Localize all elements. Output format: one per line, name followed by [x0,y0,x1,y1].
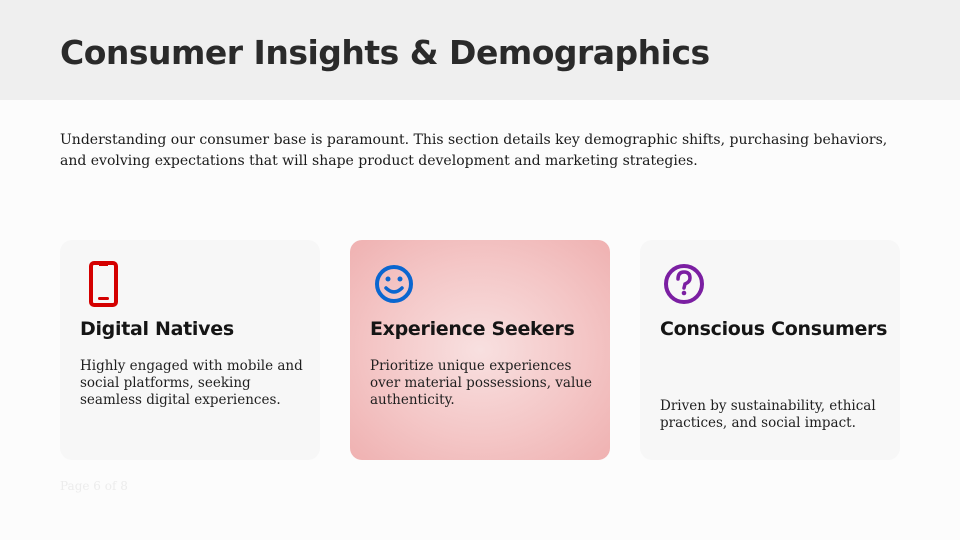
card-text: Prioritize unique experiences over mater… [370,358,592,408]
question-circle-icon [664,264,704,304]
card-digital-natives: Digital Natives Highly engaged with mobi… [60,240,320,460]
smiley-icon [375,265,413,303]
card-conscious-consumers: Conscious Consumers Driven by sustainabi… [640,240,900,460]
card-title: Experience Seekers [370,318,575,340]
card-title: Conscious Consumers [660,318,888,340]
card-text: Driven by sustainability, ethical practi… [660,398,876,431]
page-title: Consumer Insights & Demographics [60,33,710,72]
card-title: Digital Natives [80,318,234,340]
header-bar: Consumer Insights & Demographics [0,0,960,100]
card-text: Highly engaged with mobile and social pl… [80,358,303,408]
card-experience-seekers: Experience Seekers Prioritize unique exp… [350,240,610,460]
smartphone-icon [89,261,118,307]
intro-paragraph: Understanding our consumer base is param… [60,132,888,169]
page-number: Page 6 of 8 [60,479,128,493]
